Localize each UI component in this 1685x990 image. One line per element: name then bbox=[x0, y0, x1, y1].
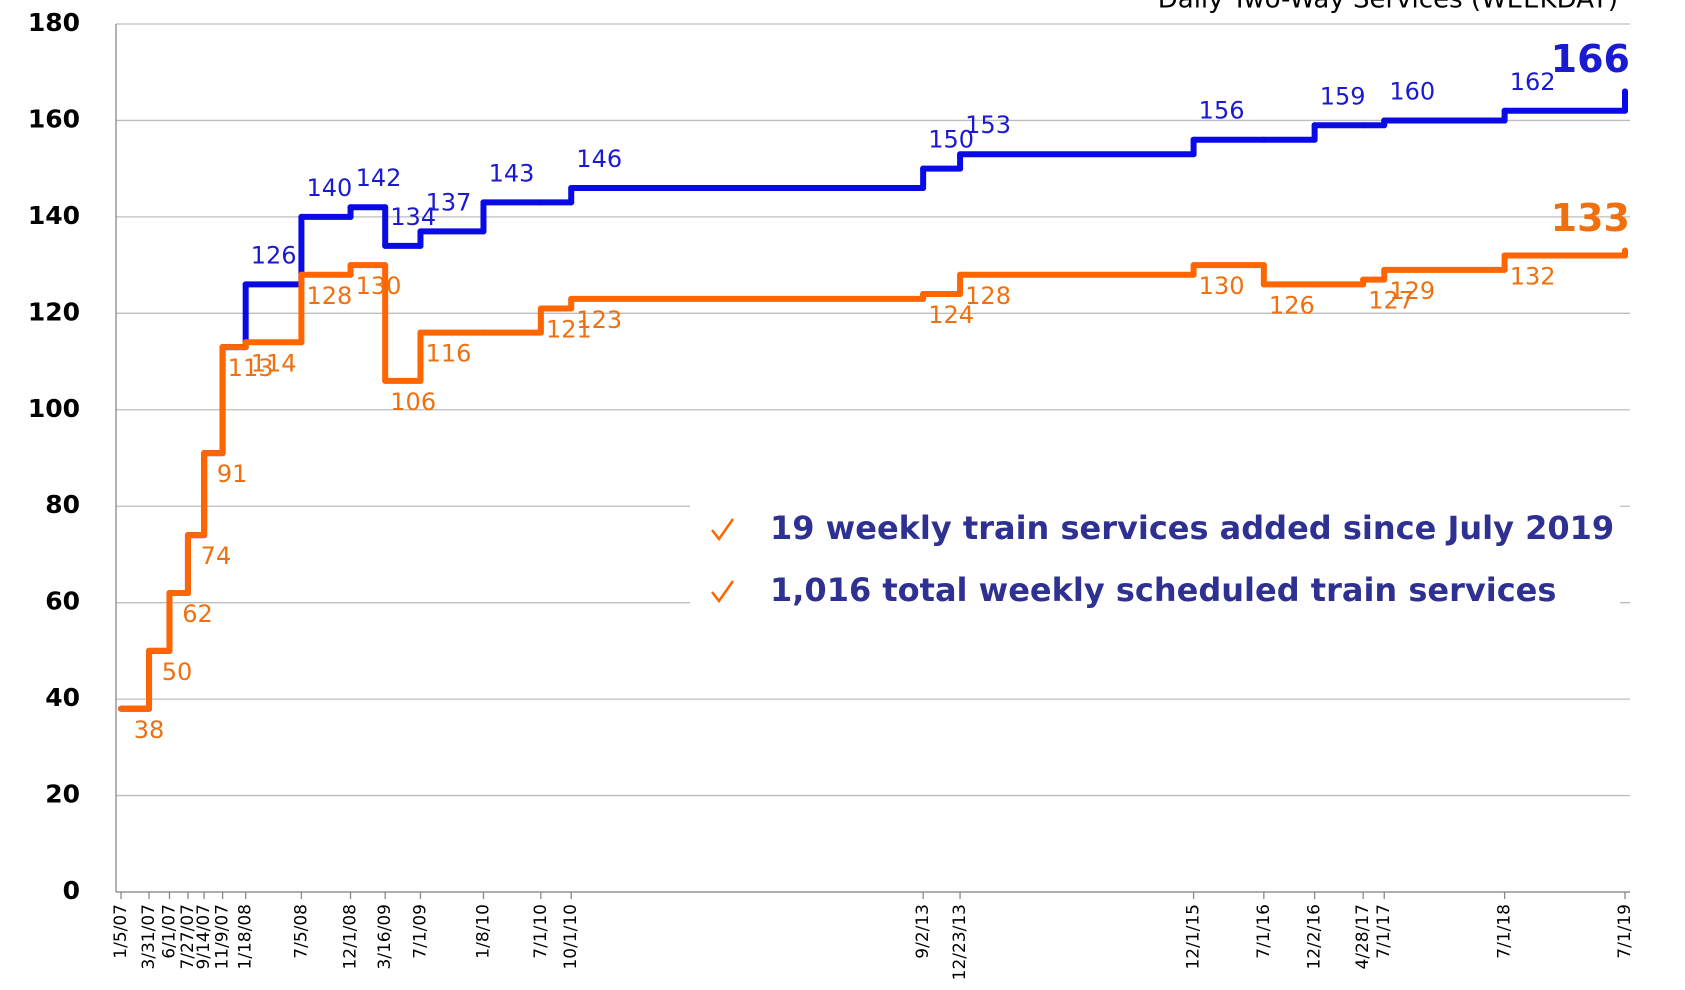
x-tick-label: 7/1/09 bbox=[410, 904, 430, 959]
value-label: 137 bbox=[426, 188, 472, 216]
value-label: 62 bbox=[182, 600, 213, 628]
x-tick-label: 7/5/08 bbox=[291, 904, 311, 959]
y-tick-label: 60 bbox=[45, 587, 80, 616]
value-label: 150 bbox=[928, 126, 974, 154]
y-tick-label: 120 bbox=[28, 297, 80, 326]
value-label: 50 bbox=[162, 658, 193, 686]
value-label: 133 bbox=[1551, 196, 1630, 240]
value-label: 140 bbox=[307, 174, 353, 202]
y-tick-label: 100 bbox=[28, 394, 80, 423]
value-label: 114 bbox=[251, 349, 297, 377]
x-tick-label: 9/14/07 bbox=[194, 904, 214, 970]
x-tick-label: 3/31/07 bbox=[139, 904, 159, 970]
x-tick-label: 1/8/10 bbox=[473, 904, 493, 959]
series-line bbox=[118, 247, 1628, 712]
value-label: 127 bbox=[1368, 287, 1414, 315]
value-label: 142 bbox=[356, 164, 402, 192]
x-tick-label: 6/1/07 bbox=[159, 904, 179, 959]
x-tick-label: 3/16/09 bbox=[375, 904, 395, 970]
value-label: 124 bbox=[928, 301, 974, 329]
x-tick-label: 7/1/19 bbox=[1615, 904, 1635, 959]
x-tick-label: 1/18/08 bbox=[236, 904, 256, 970]
value-label: 153 bbox=[965, 111, 1011, 139]
chart-title: Daily Two-Way Services (WEEKDAY) bbox=[1158, 0, 1618, 15]
check-icon bbox=[711, 580, 735, 604]
check-icon bbox=[711, 518, 735, 542]
value-label: 121 bbox=[546, 316, 592, 344]
value-label: 132 bbox=[1510, 262, 1556, 290]
value-label: 74 bbox=[201, 542, 232, 570]
value-label: 126 bbox=[251, 241, 297, 269]
y-tick-label: 180 bbox=[28, 8, 80, 37]
note: 1,016 total weekly scheduled train servi… bbox=[770, 571, 1556, 609]
y-tick-label: 160 bbox=[28, 104, 80, 133]
value-label: 91 bbox=[217, 460, 248, 488]
x-tick-label: 7/1/16 bbox=[1254, 904, 1274, 959]
x-tick-label: 1/5/07 bbox=[111, 904, 131, 959]
x-tick-label: 11/9/07 bbox=[213, 904, 233, 970]
value-label: 106 bbox=[390, 388, 436, 416]
note-background bbox=[690, 500, 1620, 635]
x-tick-label: 9/2/13 bbox=[913, 904, 933, 959]
value-label: 160 bbox=[1389, 77, 1435, 105]
y-tick-label: 140 bbox=[28, 201, 80, 230]
x-tick-label: 7/1/17 bbox=[1374, 904, 1394, 959]
value-label: 129 bbox=[1389, 277, 1435, 305]
value-label: 116 bbox=[426, 340, 472, 368]
value-label: 123 bbox=[576, 306, 622, 334]
value-label: 156 bbox=[1199, 97, 1245, 125]
x-tick-label: 4/28/17 bbox=[1353, 904, 1373, 970]
value-label: 126 bbox=[1269, 291, 1315, 319]
value-label: 130 bbox=[1199, 272, 1245, 300]
note-box: 19 weekly train services added since Jul… bbox=[690, 500, 1620, 635]
x-tick-label: 12/1/15 bbox=[1184, 904, 1204, 970]
y-tick-label: 0 bbox=[63, 876, 80, 905]
note: 19 weekly train services added since Jul… bbox=[770, 509, 1614, 547]
x-tick-label: 7/27/07 bbox=[178, 904, 198, 970]
x-tick-label: 7/1/10 bbox=[531, 904, 551, 959]
x-tick-label: 10/1/10 bbox=[561, 904, 581, 970]
value-label: 162 bbox=[1510, 68, 1556, 96]
value-label: 113 bbox=[228, 354, 274, 382]
value-label: 134 bbox=[390, 203, 436, 231]
x-tick-label: 12/2/16 bbox=[1305, 904, 1325, 970]
value-label: 143 bbox=[489, 159, 535, 187]
x-tick-label: 7/1/18 bbox=[1495, 904, 1515, 959]
value-label: 130 bbox=[356, 272, 402, 300]
x-tick-label: 12/1/08 bbox=[341, 904, 361, 970]
y-tick-label: 40 bbox=[45, 683, 80, 712]
x-tick-label: 12/23/13 bbox=[950, 904, 970, 980]
value-label: 166 bbox=[1551, 37, 1630, 81]
y-tick-label: 20 bbox=[45, 780, 80, 809]
value-label: 128 bbox=[307, 282, 353, 310]
value-label: 128 bbox=[965, 282, 1011, 310]
y-tick-label: 80 bbox=[45, 490, 80, 519]
value-label: 38 bbox=[134, 716, 165, 744]
value-label: 146 bbox=[576, 145, 622, 173]
value-label: 159 bbox=[1320, 82, 1366, 110]
